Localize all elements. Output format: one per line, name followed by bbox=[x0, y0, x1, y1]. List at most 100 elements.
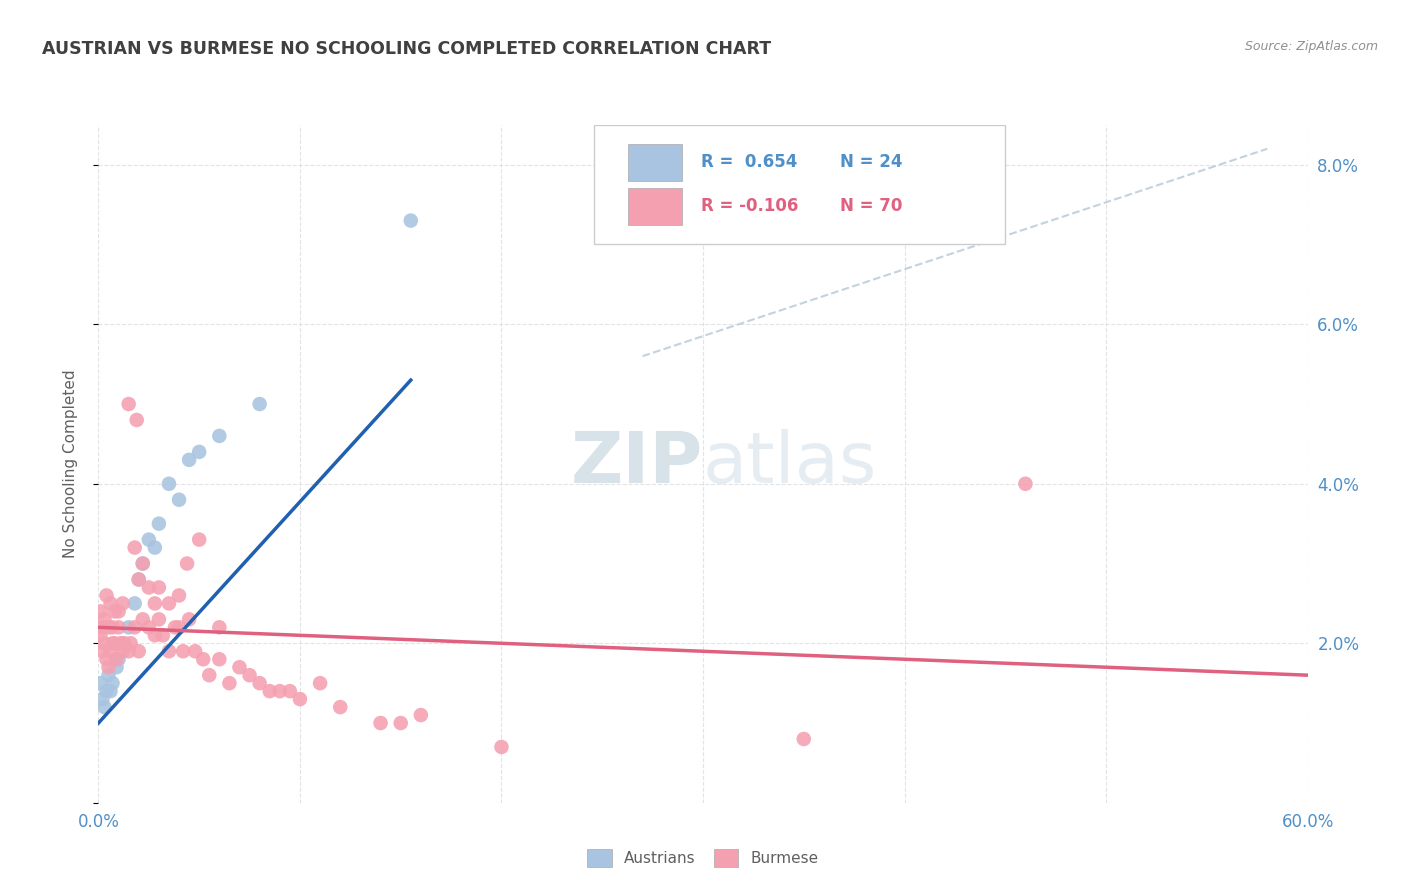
Point bbox=[167, 492, 190, 507]
Text: AUSTRIAN VS BURMESE NO SCHOOLING COMPLETED CORRELATION CHART: AUSTRIAN VS BURMESE NO SCHOOLING COMPLET… bbox=[42, 40, 772, 58]
Point bbox=[110, 636, 132, 650]
Text: N = 70: N = 70 bbox=[839, 197, 903, 215]
Point bbox=[176, 557, 198, 571]
Point bbox=[138, 581, 160, 595]
Point bbox=[152, 628, 174, 642]
Point bbox=[218, 676, 240, 690]
Point bbox=[188, 533, 211, 547]
Point bbox=[125, 413, 148, 427]
Point bbox=[188, 445, 211, 459]
Point bbox=[124, 620, 146, 634]
Point bbox=[249, 676, 271, 690]
Point bbox=[1014, 476, 1036, 491]
Point bbox=[148, 516, 170, 531]
Point bbox=[118, 620, 141, 634]
Point bbox=[96, 652, 118, 666]
Point bbox=[157, 476, 180, 491]
Point bbox=[157, 596, 180, 610]
Point bbox=[239, 668, 262, 682]
Point bbox=[100, 644, 122, 658]
Point bbox=[124, 596, 146, 610]
Point bbox=[128, 573, 150, 587]
Point bbox=[269, 684, 291, 698]
Point bbox=[107, 604, 129, 618]
Point bbox=[370, 716, 392, 731]
Point bbox=[97, 668, 120, 682]
Point bbox=[114, 636, 136, 650]
Point bbox=[89, 604, 111, 618]
Point bbox=[103, 636, 125, 650]
Point bbox=[198, 668, 221, 682]
Point bbox=[101, 636, 124, 650]
Point bbox=[100, 596, 122, 610]
Point bbox=[132, 557, 155, 571]
Point bbox=[409, 708, 432, 723]
Text: Source: ZipAtlas.com: Source: ZipAtlas.com bbox=[1244, 40, 1378, 54]
Text: ZIP: ZIP bbox=[571, 429, 703, 499]
Point bbox=[228, 660, 250, 674]
Point bbox=[93, 612, 115, 626]
Point bbox=[91, 620, 114, 634]
Point bbox=[97, 620, 120, 634]
Text: N = 24: N = 24 bbox=[839, 153, 903, 171]
Point bbox=[491, 739, 513, 754]
Point bbox=[143, 596, 166, 610]
Bar bbox=[628, 144, 682, 181]
Point bbox=[100, 684, 122, 698]
Point bbox=[107, 652, 129, 666]
Point bbox=[96, 589, 118, 603]
Text: R = -0.106: R = -0.106 bbox=[700, 197, 799, 215]
Point bbox=[105, 652, 128, 666]
Point bbox=[329, 700, 352, 714]
Point bbox=[167, 620, 190, 634]
Point bbox=[143, 628, 166, 642]
Point bbox=[143, 541, 166, 555]
Point bbox=[118, 397, 141, 411]
Point bbox=[208, 620, 231, 634]
Point bbox=[96, 684, 118, 698]
Point bbox=[97, 660, 120, 674]
Point bbox=[157, 644, 180, 658]
Point bbox=[278, 684, 301, 698]
Point bbox=[111, 644, 134, 658]
Point bbox=[193, 652, 215, 666]
Legend: Austrians, Burmese: Austrians, Burmese bbox=[581, 843, 825, 873]
Point bbox=[208, 429, 231, 443]
Point bbox=[132, 557, 155, 571]
Point bbox=[208, 652, 231, 666]
Point bbox=[148, 581, 170, 595]
Point bbox=[105, 660, 128, 674]
Point bbox=[128, 573, 150, 587]
Y-axis label: No Schooling Completed: No Schooling Completed bbox=[63, 369, 77, 558]
Point bbox=[172, 644, 194, 658]
Point bbox=[89, 628, 111, 642]
Point bbox=[148, 612, 170, 626]
Point bbox=[93, 636, 115, 650]
Point bbox=[111, 636, 134, 650]
Point bbox=[132, 612, 155, 626]
Point bbox=[163, 620, 186, 634]
Point bbox=[184, 644, 207, 658]
Text: atlas: atlas bbox=[703, 429, 877, 499]
Point bbox=[91, 644, 114, 658]
Point bbox=[124, 541, 146, 555]
Point bbox=[249, 397, 271, 411]
Point bbox=[259, 684, 281, 698]
Point bbox=[128, 644, 150, 658]
Point bbox=[91, 692, 114, 706]
Point bbox=[793, 731, 815, 746]
Point bbox=[167, 589, 190, 603]
Point bbox=[107, 620, 129, 634]
Point bbox=[118, 644, 141, 658]
Point bbox=[138, 533, 160, 547]
Point bbox=[89, 676, 111, 690]
Point bbox=[179, 612, 201, 626]
Point bbox=[309, 676, 332, 690]
Point bbox=[389, 716, 412, 731]
Point bbox=[138, 620, 160, 634]
Point bbox=[179, 453, 201, 467]
Point bbox=[93, 700, 115, 714]
Bar bbox=[628, 187, 682, 225]
FancyBboxPatch shape bbox=[595, 125, 1005, 244]
Point bbox=[101, 676, 124, 690]
